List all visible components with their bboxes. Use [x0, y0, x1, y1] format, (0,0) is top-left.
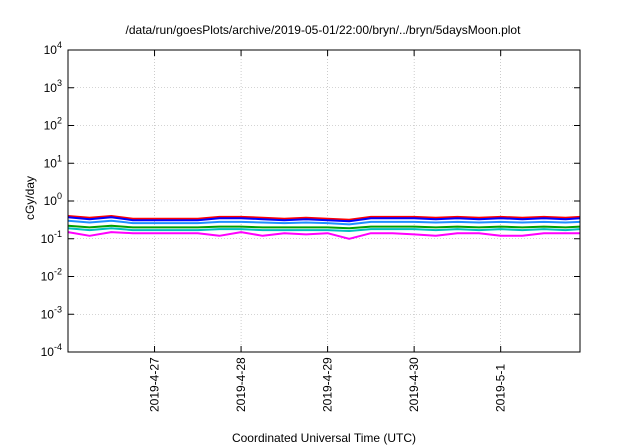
series-line: [67, 231, 580, 240]
y-tick-label: 10-4: [41, 342, 62, 359]
x-tick-label: 2019-4-27: [148, 357, 162, 412]
series-line: [67, 219, 581, 226]
y-tick-label: 10-3: [41, 304, 62, 321]
x-tick-label: 2019-5-1: [494, 364, 508, 412]
x-tick-label: 2019-4-28: [234, 357, 248, 412]
y-tick-label: 100: [44, 191, 62, 208]
series-group: [67, 215, 581, 240]
series-line: [67, 216, 581, 223]
chart-title: /data/run/goesPlots/archive/2019-05-01/2…: [126, 23, 522, 37]
y-tick-label: 102: [44, 116, 62, 133]
axis-ticks: 10-4 10-3 10-2 10-1 100 101 102 103 104 2019-4-27…: [41, 40, 580, 412]
y-tick-label: 10-2: [41, 267, 62, 284]
y-tick-label: 103: [44, 78, 62, 95]
series-line: [67, 224, 581, 230]
grid-lines: [68, 49, 580, 353]
y-tick-label: 10-1: [41, 229, 62, 246]
x-tick-label: 2019-4-30: [407, 357, 421, 412]
series-line: [67, 215, 581, 221]
y-axis-label: cGy/day: [23, 176, 37, 220]
series-line: [67, 227, 581, 232]
y-tick-label: 101: [44, 153, 62, 170]
y-tick-label: 104: [44, 40, 62, 57]
x-tick-label: 2019-4-29: [321, 357, 335, 412]
x-axis-label: Coordinated Universal Time (UTC): [232, 431, 416, 445]
